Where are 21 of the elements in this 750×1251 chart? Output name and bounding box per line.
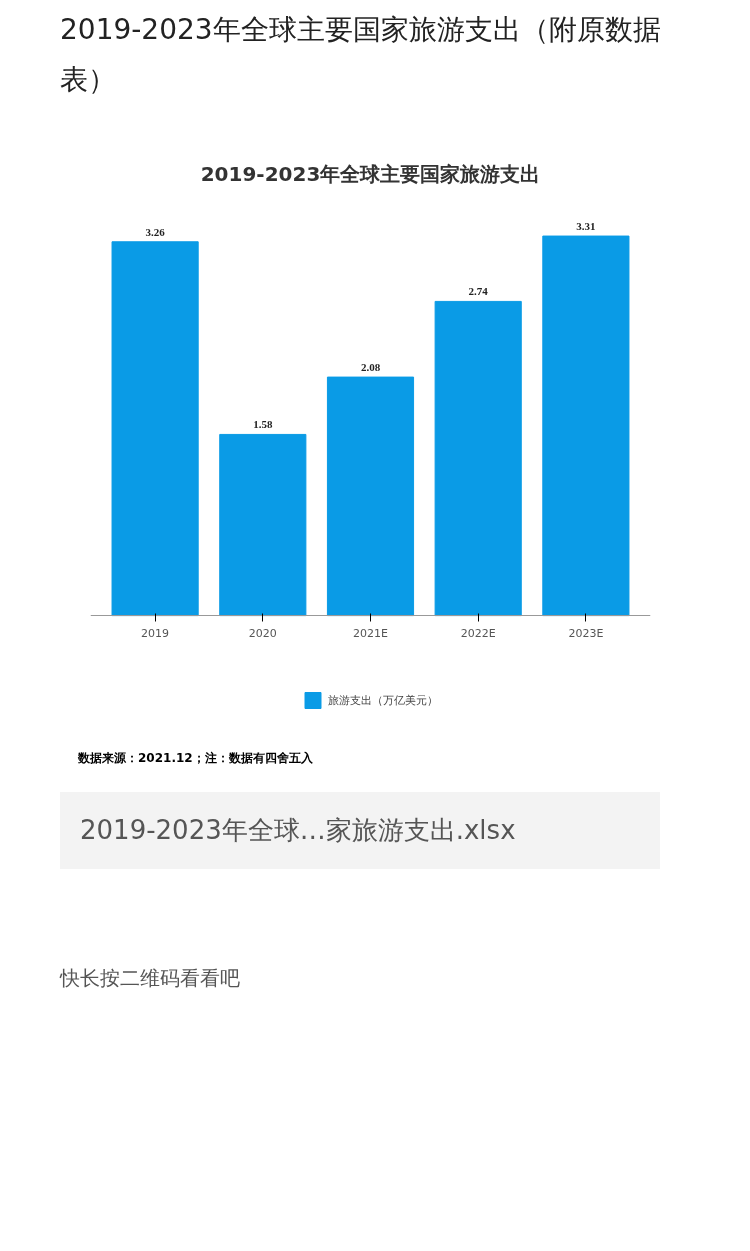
x-tick-label: 2019 bbox=[141, 626, 170, 640]
text: 快长按二维码看看吧 bbox=[60, 965, 240, 993]
chart-subtitle: 2019-2023年全球主要国家旅游支出 bbox=[200, 161, 541, 186]
chart-title: 2019-2023年全球主要国家旅游支出（附原数据表） bbox=[60, 12, 662, 99]
data-label: 2.74 bbox=[468, 285, 489, 298]
x-tick-label: 2023E bbox=[568, 626, 604, 640]
data-label: 1.58 bbox=[253, 418, 273, 431]
x-tick-label: 2020 bbox=[248, 626, 277, 640]
bar bbox=[219, 433, 307, 617]
data-label: 3.26 bbox=[145, 225, 166, 238]
text: 2019-2023年全球…家旅游支出.xlsx bbox=[80, 814, 516, 848]
bar bbox=[434, 300, 522, 617]
legend-label: 旅游支出（万亿美元） bbox=[327, 692, 438, 708]
x-tick-label: 2021E bbox=[353, 626, 389, 640]
x-tick-label: 2022E bbox=[460, 626, 496, 640]
source-note: 数据来源：2021.12；注：数据有四舍五入 bbox=[78, 750, 313, 767]
bar bbox=[111, 241, 199, 617]
bar bbox=[326, 376, 415, 617]
bar bbox=[542, 235, 630, 617]
data-label: 2.08 bbox=[360, 361, 381, 374]
data-label: 3.31 bbox=[576, 220, 596, 233]
